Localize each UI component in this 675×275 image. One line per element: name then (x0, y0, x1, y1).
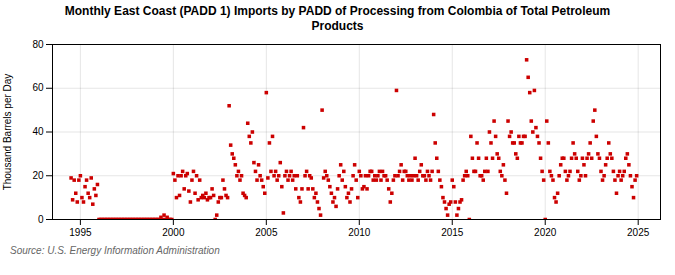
svg-text:60: 60 (32, 82, 44, 93)
svg-text:2005: 2005 (255, 227, 278, 238)
svg-text:80: 80 (32, 39, 44, 50)
html-text:Source: U.S. Energy Informatio: Source: U.S. Energy Information Administ… (10, 245, 220, 256)
html-text:Products: Products (311, 19, 364, 33)
svg-text:2010: 2010 (348, 227, 371, 238)
svg-text:2000: 2000 (162, 227, 185, 238)
svg-text:2015: 2015 (441, 227, 464, 238)
svg-text:2020: 2020 (534, 227, 557, 238)
svg-text:40: 40 (32, 126, 44, 137)
html-text:Monthly East Coast (PADD 1) Im: Monthly East Coast (PADD 1) Imports by P… (64, 4, 611, 18)
svg-text:1995: 1995 (69, 227, 92, 238)
svg-text:20: 20 (32, 170, 44, 181)
svg-text:Thousand Barrels per Day: Thousand Barrels per Day (2, 74, 13, 191)
svg-text:2025: 2025 (627, 227, 650, 238)
svg-text:0: 0 (38, 214, 44, 225)
